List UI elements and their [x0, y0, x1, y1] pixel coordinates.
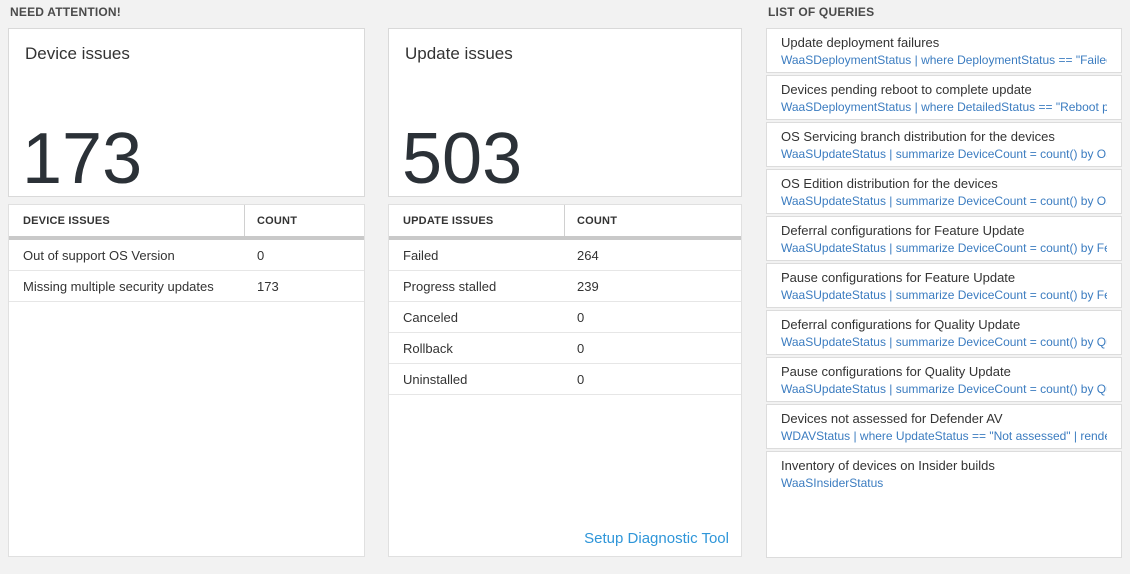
update-issues-section: Update issues 503 UPDATE ISSUES COUNT Fa…	[388, 0, 742, 557]
column-header-device-issues: DEVICE ISSUES	[9, 205, 245, 236]
list-of-queries-heading: LIST OF QUERIES	[768, 5, 875, 19]
query-text: WaaSUpdateStatus | summarize DeviceCount…	[781, 194, 1107, 208]
update-issues-table-header: UPDATE ISSUES COUNT	[389, 205, 741, 236]
device-issues-card[interactable]: Device issues 173	[8, 28, 365, 197]
device-issues-count: 173	[22, 118, 143, 199]
issue-count: 0	[257, 247, 265, 263]
column-header-update-issues: UPDATE ISSUES	[389, 205, 565, 236]
need-attention-heading: NEED ATTENTION!	[10, 5, 121, 19]
update-issues-card-title: Update issues	[405, 44, 513, 63]
query-title: Pause configurations for Feature Update	[781, 270, 1016, 285]
issue-label: Failed	[403, 247, 439, 263]
setup-diagnostic-tool-link[interactable]: Setup Diagnostic Tool	[584, 530, 729, 547]
issue-count: 0	[577, 309, 585, 325]
issue-count: 264	[577, 247, 599, 263]
table-header-separator	[9, 236, 364, 240]
queries-section: LIST OF QUERIES Update deployment failur…	[766, 0, 1122, 558]
query-text: WaaSDeploymentStatus | where DeploymentS…	[781, 53, 1107, 67]
table-header-separator	[389, 236, 741, 240]
query-title: Pause configurations for Quality Update	[781, 364, 1011, 379]
query-text: WaaSUpdateStatus | summarize DeviceCount…	[781, 382, 1107, 396]
table-row[interactable]: Rollback 0	[389, 333, 741, 364]
issue-label: Canceled	[403, 309, 458, 325]
table-row[interactable]: Uninstalled 0	[389, 364, 741, 395]
issue-label: Rollback	[403, 340, 453, 356]
query-text: WaaSUpdateStatus | summarize DeviceCount…	[781, 335, 1107, 349]
query-list-item[interactable]: Pause configurations for Quality Update W…	[766, 357, 1122, 402]
query-text: WaaSInsiderStatus	[781, 476, 884, 490]
query-title: Devices pending reboot to complete updat…	[781, 82, 1032, 97]
query-list-item[interactable]: Deferral configurations for Feature Upda…	[766, 216, 1122, 261]
device-issues-table: DEVICE ISSUES COUNT Out of support OS Ve…	[8, 204, 365, 557]
need-attention-section: NEED ATTENTION! Device issues 173 DEVICE…	[8, 0, 365, 557]
query-title: OS Edition distribution for the devices	[781, 176, 998, 191]
query-list: Update deployment failures WaaSDeployment…	[766, 28, 1122, 558]
issue-label: Progress stalled	[403, 278, 497, 294]
query-title: Deferral configurations for Quality Upda…	[781, 317, 1021, 332]
query-list-item[interactable]: Devices pending reboot to complete updat…	[766, 75, 1122, 120]
column-header-count: COUNT	[257, 214, 298, 227]
query-text: WaaSUpdateStatus | summarize DeviceCount…	[781, 241, 1107, 255]
issue-count: 0	[577, 340, 585, 356]
device-issues-card-title: Device issues	[25, 44, 130, 63]
device-issues-table-header: DEVICE ISSUES COUNT	[9, 205, 364, 236]
issue-label: Missing multiple security updates	[23, 278, 214, 294]
update-issues-table: UPDATE ISSUES COUNT Failed 264 Progress st…	[388, 204, 742, 557]
query-text: WaaSUpdateStatus | summarize DeviceCount…	[781, 288, 1107, 302]
update-issues-count: 503	[402, 118, 523, 199]
issue-label: Uninstalled	[403, 371, 468, 387]
query-text: WDAVStatus | where UpdateStatus == "Not …	[781, 429, 1107, 443]
query-text: WaaSDeploymentStatus | where DetailedSta…	[781, 100, 1107, 114]
table-row[interactable]: Out of support OS Version 0	[9, 240, 364, 271]
query-title: Update deployment failures	[781, 35, 940, 50]
issue-count: 173	[257, 278, 279, 294]
query-list-item[interactable]: OS Servicing branch distribution for the…	[766, 122, 1122, 167]
query-list-item[interactable]: Inventory of devices on Insider builds Wa…	[766, 451, 1122, 558]
query-title: OS Servicing branch distribution for the…	[781, 129, 1055, 144]
query-title: Inventory of devices on Insider builds	[781, 458, 995, 473]
issue-count: 239	[577, 278, 599, 294]
table-row[interactable]: Progress stalled 239	[389, 271, 741, 302]
query-text: WaaSUpdateStatus | summarize DeviceCount…	[781, 147, 1107, 161]
table-row[interactable]: Failed 264	[389, 240, 741, 271]
issue-count: 0	[577, 371, 585, 387]
query-list-item[interactable]: Update deployment failures WaaSDeployment…	[766, 28, 1122, 73]
update-issues-card[interactable]: Update issues 503	[388, 28, 742, 197]
table-row[interactable]: Canceled 0	[389, 302, 741, 333]
query-list-item[interactable]: OS Edition distribution for the devices W…	[766, 169, 1122, 214]
query-title: Devices not assessed for Defender AV	[781, 411, 1003, 426]
update-issues-heading-spacer	[388, 0, 742, 28]
query-title: Deferral configurations for Feature Upda…	[781, 223, 1025, 238]
column-header-count: COUNT	[577, 214, 618, 227]
query-list-item[interactable]: Deferral configurations for Quality Upda…	[766, 310, 1122, 355]
query-list-item[interactable]: Pause configurations for Feature Update W…	[766, 263, 1122, 308]
issue-label: Out of support OS Version	[23, 247, 175, 263]
table-row[interactable]: Missing multiple security updates 173	[9, 271, 364, 302]
query-list-item[interactable]: Devices not assessed for Defender AV WDAV…	[766, 404, 1122, 449]
